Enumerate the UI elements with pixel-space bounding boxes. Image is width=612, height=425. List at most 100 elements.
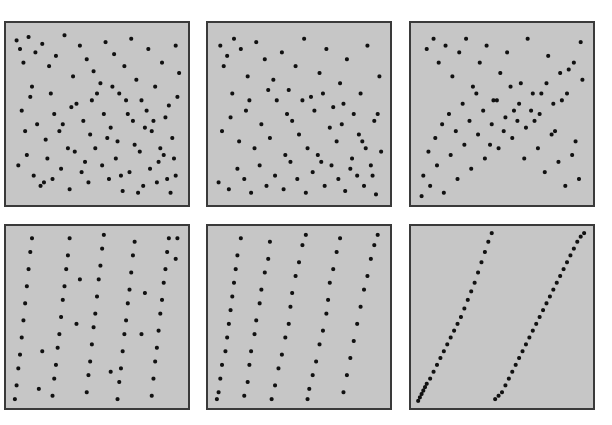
- scatter-point: [530, 328, 535, 333]
- scatter-point: [125, 111, 130, 117]
- scatter-point: [472, 280, 477, 285]
- scatter-point: [462, 142, 467, 147]
- scatter-point: [419, 194, 424, 199]
- scatter-point: [327, 125, 332, 130]
- scatter-point: [96, 277, 101, 282]
- scatter-point: [53, 362, 58, 367]
- scatter-point: [482, 249, 487, 254]
- scatter-point: [24, 284, 29, 289]
- scatter-point: [288, 304, 293, 309]
- scatter-point: [161, 280, 166, 285]
- scatter-point: [65, 253, 70, 258]
- scatter-point: [98, 263, 103, 268]
- scatter-point: [474, 91, 479, 96]
- scatter-point: [170, 135, 175, 140]
- scatter-point: [26, 267, 31, 272]
- scatter-point: [438, 356, 443, 361]
- scatter-point: [216, 390, 221, 395]
- scatter-point: [314, 359, 319, 364]
- scatter-point: [496, 393, 501, 398]
- scatter-point: [127, 287, 132, 292]
- scatter-point: [416, 398, 421, 403]
- scatter-point: [72, 149, 77, 154]
- scatter-point: [434, 163, 439, 168]
- scatter-point: [283, 153, 288, 158]
- scatter-point: [517, 101, 522, 106]
- scatter-point: [362, 287, 367, 292]
- scatter-point: [148, 166, 153, 171]
- scatter-point: [100, 246, 105, 251]
- scatter-point: [23, 129, 28, 134]
- scatter-point: [489, 122, 494, 127]
- scatter-point: [71, 74, 76, 79]
- scatter-point: [86, 180, 91, 185]
- scatter-point: [329, 163, 334, 168]
- scatter-point: [94, 91, 100, 96]
- scatter-point: [570, 153, 575, 158]
- scatter-point: [259, 122, 264, 127]
- scatter-point: [312, 108, 317, 113]
- scatter-point: [235, 166, 240, 171]
- scatter-point: [137, 149, 142, 154]
- scatter-point: [300, 243, 305, 248]
- scatter-point: [355, 321, 360, 326]
- scatter-point: [225, 53, 230, 58]
- scatter-point: [177, 70, 182, 75]
- scatter-point: [344, 373, 349, 378]
- scatter-point: [28, 94, 33, 99]
- scatter-point: [153, 359, 158, 364]
- scatter-point: [558, 70, 563, 75]
- scatter-point: [523, 342, 528, 347]
- scatter-point: [230, 294, 235, 299]
- scatter-point: [317, 342, 322, 347]
- scatter-point: [254, 40, 259, 45]
- scatter-point: [88, 132, 93, 137]
- scatter-point: [458, 314, 463, 320]
- scatter-point: [113, 156, 118, 161]
- scatter-point: [308, 94, 313, 99]
- scatter-point: [267, 239, 272, 244]
- scatter-point: [331, 267, 336, 272]
- scatter-plot-top-left: [14, 33, 182, 195]
- scatter-point: [578, 40, 583, 45]
- scatter-point: [91, 69, 96, 74]
- scatter-point: [257, 301, 262, 306]
- scatter-point: [226, 321, 231, 326]
- scatter-point: [348, 166, 353, 171]
- scatter-point: [510, 135, 515, 140]
- scatter-point: [103, 40, 108, 45]
- scatter-point: [257, 163, 262, 168]
- scatter-point: [235, 253, 240, 258]
- scatter-point: [368, 256, 373, 261]
- scatter-point: [226, 187, 231, 192]
- scatter-point: [98, 81, 103, 86]
- scatter-point: [469, 289, 474, 294]
- scatter-point: [60, 122, 65, 127]
- scatter-point: [136, 190, 141, 195]
- scatter-point: [89, 98, 94, 103]
- scatter-point: [220, 129, 225, 134]
- scatter-point: [293, 273, 298, 278]
- scatter-point: [249, 190, 254, 195]
- scatter-point: [537, 314, 542, 320]
- scatter-plot-bottom-left: [12, 232, 180, 402]
- scatter-point: [60, 297, 65, 302]
- scatter-point: [132, 142, 137, 147]
- scatter-point: [539, 91, 544, 96]
- scatter-point: [372, 118, 377, 123]
- scatter-point: [62, 33, 67, 38]
- scatter-point: [100, 163, 105, 168]
- scatter-point: [423, 385, 428, 390]
- scatter-point: [571, 60, 576, 65]
- scatter-point: [266, 88, 271, 93]
- scatter-point: [467, 118, 472, 123]
- scatter-point: [481, 108, 486, 113]
- panel-top-right: [409, 21, 595, 207]
- scatter-point: [221, 64, 226, 69]
- scatter-point: [149, 129, 154, 134]
- scatter-point: [108, 369, 113, 374]
- scatter-point: [452, 328, 457, 333]
- scatter-point: [122, 64, 127, 69]
- scatter-point: [238, 46, 243, 51]
